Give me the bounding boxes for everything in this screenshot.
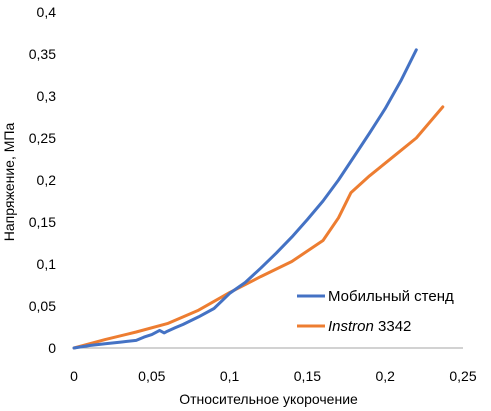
y-tick-labels: 0 0,05 0,1 0,15 0,2 0,25 0,3 0,35 0,4 — [29, 4, 56, 356]
x-tick-label: 0,05 — [138, 368, 165, 384]
y-axis-title: Напряжение, МПа — [1, 123, 17, 242]
legend-label-italic: Instron — [328, 318, 374, 335]
y-tick-label: 0,3 — [37, 88, 57, 104]
legend: Мобильный стенд Instron 3342 — [297, 288, 454, 335]
x-tick-labels: 0 0,05 0,1 0,15 0,2 0,25 — [70, 368, 477, 384]
legend-label-text: 3342 — [374, 318, 412, 335]
y-tick-label: 0,25 — [29, 130, 56, 146]
y-tick-label: 0 — [48, 340, 56, 356]
x-axis-title: Относительное укорочение — [179, 391, 358, 407]
x-tick-label: 0,1 — [220, 368, 240, 384]
series-line-mobile-stand — [72, 48, 418, 350]
y-tick-label: 0,2 — [37, 172, 57, 188]
x-tick-label: 0,25 — [449, 368, 476, 384]
legend-label: Мобильный стенд — [328, 288, 454, 305]
y-tick-label: 0,05 — [29, 298, 56, 314]
legend-label-text: Мобильный стенд — [328, 288, 454, 305]
series-lines — [72, 48, 445, 350]
x-tick-label: 0,2 — [375, 368, 395, 384]
legend-label: Instron 3342 — [328, 318, 411, 335]
y-tick-label: 0,1 — [37, 256, 57, 272]
y-tick-label: 0,4 — [37, 4, 57, 20]
x-tick-label: 0,15 — [294, 368, 321, 384]
y-tick-label: 0,15 — [29, 214, 56, 230]
y-tick-label: 0,35 — [29, 46, 56, 62]
x-tick-label: 0 — [70, 368, 78, 384]
series-line-instron — [72, 105, 445, 350]
